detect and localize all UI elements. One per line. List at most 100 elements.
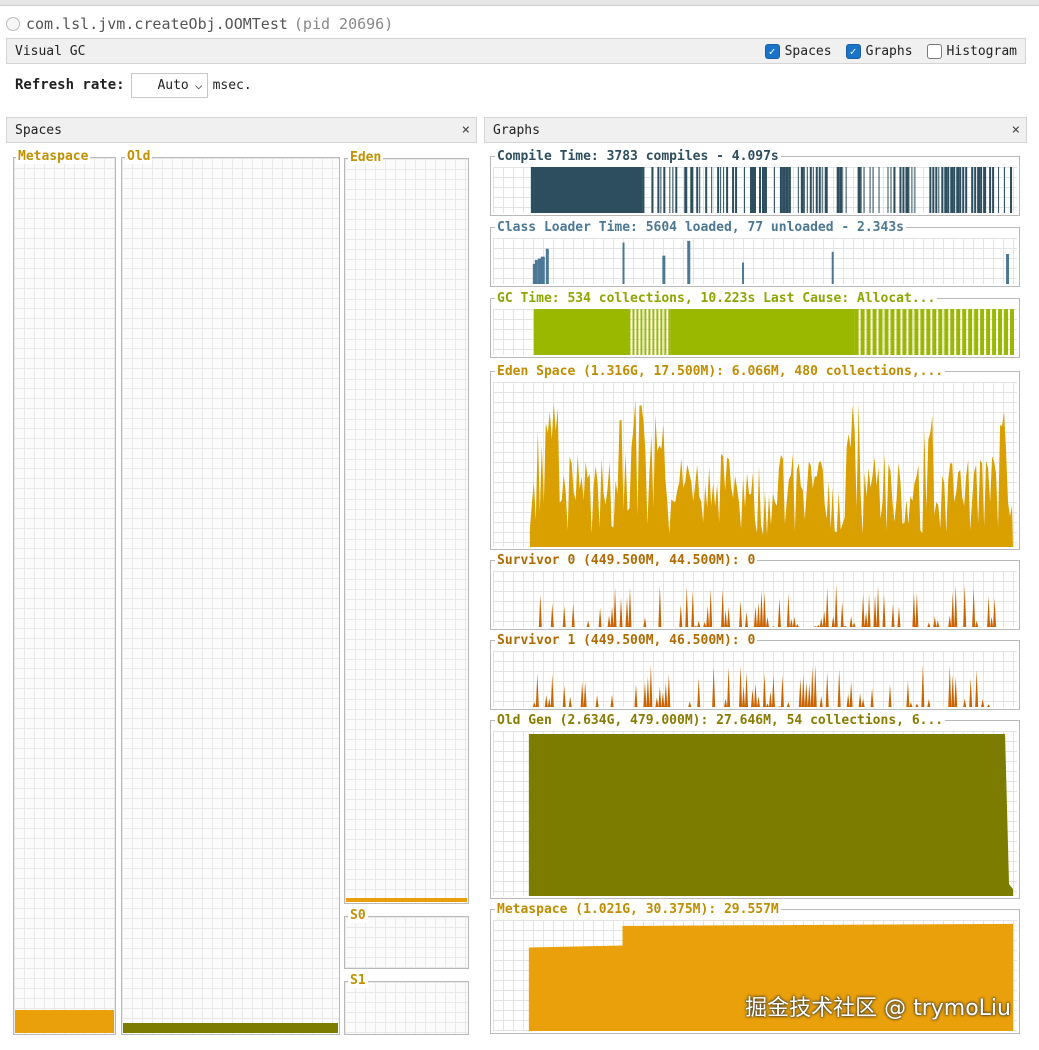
- survivor-1-spike: [739, 664, 743, 707]
- survivor-1-spike: [780, 675, 784, 707]
- spaces-checkbox[interactable]: ✓ Spaces: [764, 43, 832, 59]
- survivor-1-spike: [771, 674, 775, 707]
- gc-activity-bar: [908, 309, 913, 355]
- survivor-0-spike: [954, 585, 958, 627]
- compile-activity-bar: [663, 167, 666, 213]
- compile-activity-bar: [887, 167, 889, 213]
- compile-activity-bar: [684, 167, 688, 213]
- survivor-0-spike: [562, 605, 566, 627]
- survivor-1-spike: [649, 664, 653, 707]
- survivor-1-spike: [745, 672, 749, 707]
- survivor-1-spike: [762, 673, 766, 707]
- old-space: [121, 157, 340, 1035]
- survivor-1-spike: [906, 680, 910, 707]
- survivor-1-spike: [804, 682, 808, 707]
- survivor-1-spike: [580, 681, 584, 707]
- compile-activity-bar: [863, 167, 865, 213]
- compile-activity-bar: [657, 167, 660, 213]
- survivor-0-spike: [861, 594, 865, 627]
- gc-activity-bar: [854, 309, 859, 355]
- compile-time-plot: [493, 167, 1017, 213]
- survivor-0-plot: [493, 571, 1017, 627]
- gc-activity-bar: [652, 309, 655, 355]
- survivor-0-spike: [786, 593, 790, 627]
- compile-activity-bar: [761, 167, 765, 213]
- survivor-1-spike: [756, 696, 760, 707]
- gc-activity-bar: [636, 309, 639, 355]
- survivor-0-spike: [873, 594, 877, 627]
- compile-activity-bar: [977, 167, 981, 213]
- survivor-1-spike: [861, 698, 865, 707]
- old-usage-fill: [123, 1023, 338, 1033]
- chevron-down-icon: ⌵: [194, 77, 203, 93]
- graphs-checkbox[interactable]: ✓ Graphs: [845, 43, 913, 59]
- checkbox-checked-icon: ✓: [845, 43, 861, 59]
- gc-activity-bar: [860, 309, 865, 355]
- gc-activity-bar: [920, 309, 925, 355]
- compile-activity-bar: [690, 167, 694, 213]
- gc-activity-bar: [980, 309, 985, 355]
- survivor-1-spike: [777, 706, 781, 707]
- survivor-0-spike: [912, 591, 916, 627]
- close-spaces-pane-icon[interactable]: ×: [461, 122, 470, 138]
- class-loader-activity-bar: [831, 251, 834, 284]
- survivor-1-spike: [712, 666, 716, 707]
- compile-activity-bar: [905, 167, 909, 213]
- class-loader-activity-bar: [537, 258, 542, 284]
- class-loader-graph-title: Class Loader Time: 5604 loaded, 77 unloa…: [495, 220, 906, 235]
- compile-activity-bar: [806, 167, 808, 213]
- survivor-1-spike: [810, 666, 814, 707]
- gc-activity-bar: [884, 309, 889, 355]
- survivor-0-spike: [948, 615, 952, 627]
- compile-activity-bar: [779, 167, 783, 213]
- survivor-1-spike: [655, 697, 659, 707]
- compile-time-graph: Compile Time: 3783 compiles - 4.097s: [490, 150, 1020, 216]
- process-id: (pid 20696): [293, 15, 394, 33]
- survivor-1-spike: [921, 664, 925, 707]
- survivor-1-spike: [975, 669, 979, 707]
- survivor-0-graph-title: Survivor 0 (449.500M, 44.500M): 0: [495, 553, 758, 568]
- compile-activity-bar: [860, 167, 862, 213]
- gc-activity-bar: [656, 309, 659, 355]
- compile-activity-bar: [878, 167, 880, 213]
- survivor-0-spike: [819, 617, 823, 627]
- compile-activity-bar: [1010, 167, 1013, 213]
- survivor-0-spike: [963, 584, 967, 627]
- survivor-0-spike: [759, 590, 763, 627]
- refresh-rate-unit: msec.: [212, 77, 252, 93]
- application-name: com.lsl.jvm.createObj.OOMTest: [26, 15, 288, 33]
- survivor-0-spike: [703, 621, 707, 627]
- gc-activity-bar: [628, 309, 631, 355]
- compile-activity-bar: [869, 167, 871, 213]
- histogram-checkbox[interactable]: Histogram: [926, 43, 1017, 59]
- survivor-0-spike: [756, 602, 760, 627]
- compile-activity-bar: [890, 167, 892, 213]
- survivor-0-spike: [789, 618, 793, 627]
- survivor-0-spike: [724, 610, 728, 627]
- gc-activity-bar: [1004, 309, 1009, 355]
- survivor-0-spike: [813, 626, 817, 627]
- compile-activity-bar: [669, 167, 671, 213]
- compile-activity-bar: [914, 167, 916, 213]
- spaces-checkbox-label: Spaces: [784, 43, 832, 59]
- gc-activity-bar: [533, 309, 629, 355]
- survivor-1-spike: [801, 674, 805, 707]
- survivor-0-spike: [972, 587, 976, 627]
- close-graphs-pane-icon[interactable]: ×: [1011, 122, 1020, 138]
- survivor-1-spike: [643, 681, 647, 707]
- refresh-rate-select[interactable]: Auto ⌵: [130, 72, 208, 98]
- survivor-1-spike: [849, 681, 853, 707]
- gc-activity-bar: [648, 309, 651, 355]
- refresh-rate-value: Auto: [157, 77, 189, 93]
- eden-space-graph: Eden Space (1.316G, 17.500M): 6.066M, 48…: [490, 365, 1020, 550]
- compile-activity-bar: [962, 167, 965, 213]
- survivor-0-spike: [864, 611, 868, 627]
- class-loader-activity-bar: [545, 248, 549, 284]
- watermark: 掘金技术社区 @ trymoLiu: [745, 996, 1011, 1021]
- checkbox-unchecked-icon: [926, 43, 942, 59]
- survivor-0-spike: [679, 604, 683, 627]
- compile-time-graph-title: Compile Time: 3783 compiles - 4.097s: [495, 149, 781, 164]
- gc-activity-bar: [872, 309, 877, 355]
- compile-activity-bar: [932, 167, 935, 213]
- metaspace-space: [13, 157, 116, 1035]
